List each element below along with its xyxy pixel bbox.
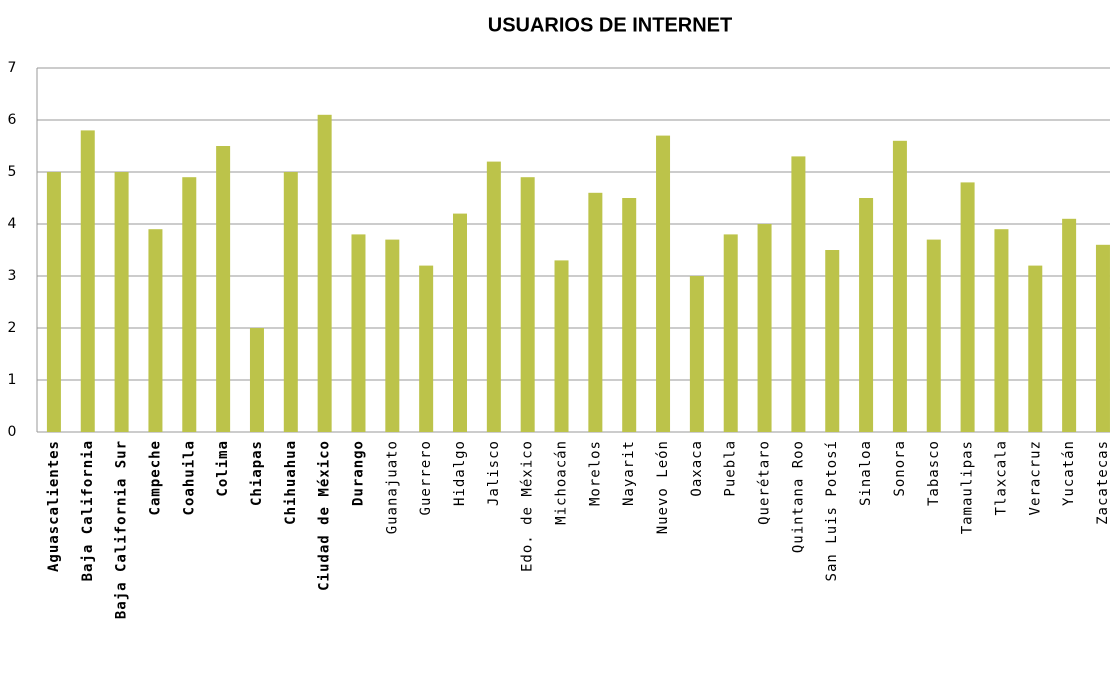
bar [791,156,806,432]
x-tick-label: Querétaro [757,440,773,525]
x-tick-label: Tabasco [926,440,942,506]
y-tick-label: 4 [8,216,17,232]
x-tick-label: Zacatecas [1095,440,1110,525]
x-tick-label: Guerrero [418,440,434,515]
bar [453,213,467,432]
x-tick-label: Sinaloa [858,440,874,506]
bar [960,182,975,432]
bar [486,161,501,432]
x-tick-label: Baja California [80,440,96,581]
bar [588,192,603,432]
bar [249,328,264,432]
x-tick-label: Morelos [587,440,603,506]
y-tick-label: 1 [8,372,17,388]
x-tick-label: San Luis Potosí [824,440,840,581]
x-tick-label: Ciudad de México [317,440,333,591]
bar [80,130,95,432]
y-tick-label: 6 [8,112,17,128]
x-tick-label: Nayarit [621,440,637,506]
bar [385,239,400,432]
x-tick-label: Quintana Roo [790,440,806,553]
x-tick-label: Sonora [892,440,908,497]
bar [994,229,1009,432]
x-tick-label: Aguascalientes [46,440,62,572]
x-tick-label: Chihuahua [283,440,299,525]
bar [656,135,671,432]
bar [1028,265,1043,432]
x-tick-label: Oaxaca [689,440,705,497]
y-tick-label: 2 [8,320,17,336]
x-tick-label: Veracruz [1027,440,1043,515]
bar [892,140,907,433]
x-tick-label: Puebla [723,440,739,497]
y-tick-label: 3 [8,268,17,284]
bar [1095,244,1110,432]
bar [317,114,332,433]
bar [283,172,298,432]
bar [926,239,941,432]
bar [46,172,61,432]
x-tick-label: Colima [215,440,231,497]
bar [351,234,366,432]
bar [148,229,163,432]
bar [1062,218,1077,432]
x-tick-label: Hidalgo [452,440,468,506]
bar [419,265,434,432]
x-tick-label: Coahuila [181,440,197,515]
bar [520,177,535,432]
x-tick-label: Chiapas [249,440,265,506]
bar [859,198,874,432]
chart-title: USUARIOS DE INTERNET [488,14,732,36]
x-tick-label: Nuevo León [655,440,671,534]
y-tick-label: 0 [8,424,17,440]
x-tick-label: Durango [350,440,366,506]
x-tick-label: Baja California Sur [114,440,130,619]
y-tick-label: 5 [8,164,17,180]
bar [723,234,738,432]
x-tick-label: Yucatán [1061,440,1077,506]
bar [757,224,772,432]
bar [554,260,569,432]
x-tick-label: Tlaxcala [993,440,1009,515]
bar [825,250,840,432]
bar [114,172,129,432]
x-tick-label: Edo. de México [520,440,536,572]
x-tick-label: Jalisco [486,440,502,506]
y-tick-label: 7 [8,60,17,76]
bar [622,198,637,432]
x-tick-label: Guanajuato [384,440,400,534]
x-tick-label: Tamaulipas [960,440,976,534]
bar [689,276,704,432]
x-tick-label: Campeche [147,440,163,515]
bar [216,146,231,432]
x-tick-label: Michoacán [554,440,570,525]
bar [182,177,197,432]
